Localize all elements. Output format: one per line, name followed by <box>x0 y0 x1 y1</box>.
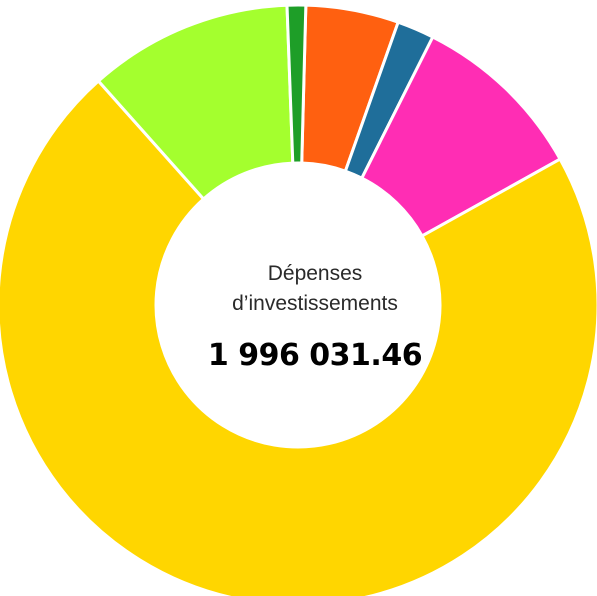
center-label-line2: d’investissements <box>232 292 398 315</box>
donut-slices <box>0 3 597 596</box>
center-label-line1: Dépenses <box>268 262 363 285</box>
center-total-value: 1 996 031.46 <box>208 338 422 373</box>
donut-hole <box>156 163 440 447</box>
